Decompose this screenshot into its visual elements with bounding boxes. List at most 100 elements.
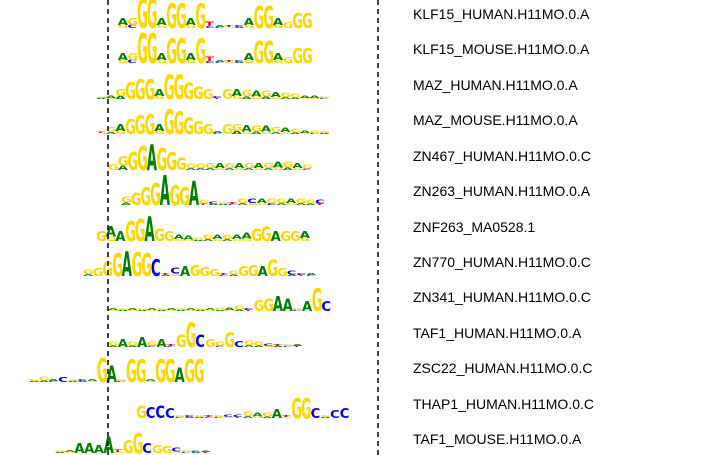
logo-letter-g: G xyxy=(136,353,147,390)
logo-letter-g: G xyxy=(194,414,205,417)
logo-letter-c: C xyxy=(321,300,331,315)
logo-letter-g: G xyxy=(164,104,175,144)
logo-letter-g: G xyxy=(319,130,330,133)
logo-letter-a: A xyxy=(271,230,282,245)
logo-letter-t: T xyxy=(113,449,123,453)
logo-letter-g: G xyxy=(125,78,136,105)
logo-letter-g: G xyxy=(223,417,234,419)
logo-letter-g: G xyxy=(176,33,187,73)
logo-letter-c: C xyxy=(205,61,215,64)
logo-letter-a: A xyxy=(87,378,98,381)
logo-letter-a: A xyxy=(212,235,222,241)
motif-label: ZN467_HUMAN.H11MO.0.C xyxy=(413,148,591,164)
logo-letter-a: A xyxy=(118,337,129,350)
logo-letter-a: A xyxy=(186,51,196,63)
logo-letter-t: T xyxy=(204,414,214,417)
logo-letter-a: A xyxy=(160,169,170,216)
logo-letter-t: T xyxy=(282,414,292,417)
logo-letter-g: G xyxy=(252,416,263,418)
logo-letter-a: A xyxy=(232,235,242,241)
logo-letter-g: G xyxy=(176,155,187,175)
logo-letter-a: A xyxy=(218,204,229,206)
motif-label: MAZ_MOUSE.H11MO.0.A xyxy=(413,112,578,128)
logo-letter-g: G xyxy=(290,129,301,134)
logo-letter-g: G xyxy=(145,110,156,142)
logo-letter-g: G xyxy=(118,307,129,310)
logo-letter-a: A xyxy=(300,229,310,241)
logo-letter-c: C xyxy=(330,408,340,421)
logo-letter-t: T xyxy=(199,203,209,205)
logo-letter-a: A xyxy=(137,310,148,312)
logo-letter-g: G xyxy=(186,317,197,357)
logo-letter-g: G xyxy=(302,10,313,34)
motif-label: ZN341_HUMAN.H11MO.0.C xyxy=(413,289,591,305)
logo-letter-g: G xyxy=(224,310,235,312)
logo-letter-t: T xyxy=(166,343,176,346)
logo-letter-a: A xyxy=(186,307,197,310)
logo-letter-g: G xyxy=(96,96,107,98)
logo-letter-c: C xyxy=(146,405,156,422)
logo-letter-a: A xyxy=(106,132,117,135)
logo-letter-g: G xyxy=(296,199,307,205)
logo-letter-c: C xyxy=(215,345,225,347)
logo-letter-a: A xyxy=(145,378,156,381)
logo-letter-g: G xyxy=(176,332,187,352)
logo-letter-g: G xyxy=(199,200,210,205)
logo-letter-g: G xyxy=(261,224,272,246)
logo-letter-g: G xyxy=(290,94,301,99)
logo-letter-a: A xyxy=(273,160,284,169)
logo-letter-g: G xyxy=(186,164,197,170)
logo-letter-g: G xyxy=(229,271,240,276)
logo-letter-g: G xyxy=(147,27,158,74)
logo-letter-g: G xyxy=(165,353,176,390)
logo-letter-g: G xyxy=(232,122,243,134)
logo-letter-a: A xyxy=(234,309,245,311)
logo-letter-t: T xyxy=(233,417,243,419)
motif-label: ZN263_HUMAN.H11MO.0.A xyxy=(413,183,591,199)
logo-letter-a: A xyxy=(157,310,168,312)
logo-letter-g: G xyxy=(127,148,138,177)
logo-letter-c: C xyxy=(315,200,325,205)
logo-letter-a: A xyxy=(283,167,294,171)
logo-letter-g: G xyxy=(205,162,216,170)
logo-letter-g: G xyxy=(137,307,148,310)
logo-letter-a: A xyxy=(224,307,235,311)
logo-letter-a: A xyxy=(195,168,206,171)
logo-letter-a: A xyxy=(272,407,282,421)
logo-letter-g: G xyxy=(290,230,301,245)
logo-letter-a: A xyxy=(232,87,242,99)
logo-letter-g: G xyxy=(247,203,258,206)
logo-letter-a: A xyxy=(237,203,248,206)
logo-letter-a: A xyxy=(215,162,226,170)
logo-letter-c: C xyxy=(296,272,306,275)
logo-letter-c: C xyxy=(267,203,277,206)
logo-letter-g: G xyxy=(136,403,147,423)
motif-label: TAF1_MOUSE.H11MO.0.A xyxy=(413,431,582,447)
logo-letter-g: G xyxy=(283,160,294,169)
logo-letter-c: C xyxy=(127,25,137,30)
logo-letter-g: G xyxy=(193,237,204,241)
logo-letter-a: A xyxy=(286,199,296,205)
logo-letter-g: G xyxy=(319,95,330,98)
logo-letter-g: G xyxy=(127,342,138,347)
logo-letter-a: A xyxy=(174,235,184,241)
logo-letter-t: T xyxy=(205,22,214,28)
logo-letter-g: G xyxy=(271,97,282,100)
logo-letter-g: G xyxy=(145,381,156,383)
logo-letter-g: G xyxy=(283,21,294,31)
logo-letter-a: A xyxy=(261,96,272,100)
logo-letter-a: A xyxy=(234,62,245,64)
logo-letter-c: C xyxy=(204,417,214,419)
logo-letter-t: T xyxy=(273,343,283,346)
logo-letter-c: C xyxy=(309,133,319,135)
logo-letter-g: G xyxy=(141,247,152,284)
logo-letter-g: G xyxy=(183,115,194,140)
logo-letter-g: G xyxy=(102,259,113,281)
logo-letter-a: A xyxy=(94,443,105,455)
logo-letter-g: G xyxy=(162,444,173,455)
logo-letter-g: G xyxy=(251,226,262,246)
